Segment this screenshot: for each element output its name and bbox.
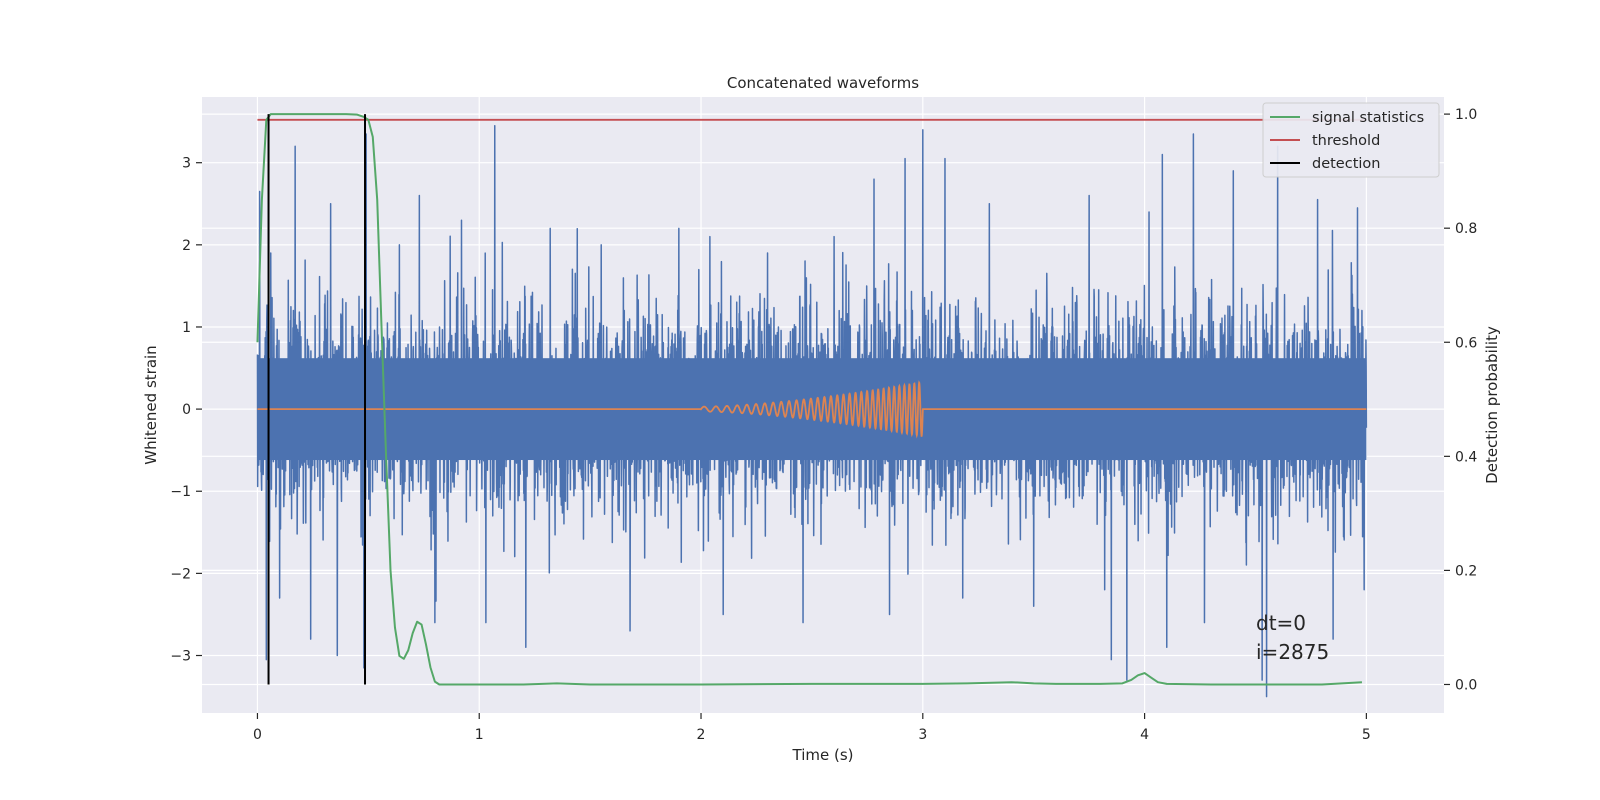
annotation-dt: dt=0 [1256,611,1306,635]
legend-label-threshold: threshold [1312,133,1380,149]
y-tick-label: −1 [170,484,191,500]
chirp-series-line [257,380,1367,439]
legend: signal statistics threshold detection [1262,102,1440,178]
legend-frame [1262,102,1440,178]
legend-label-detection: detection [1312,156,1380,172]
y-tick-label: 3 [182,156,191,172]
x-tick-label: 0 [253,727,262,743]
y-tick-label: 0 [182,402,191,418]
series-layer [256,113,1368,698]
y-axis-label: Whitened strain [142,345,160,464]
y2-tick-label: 0.8 [1455,221,1477,237]
x-tick-label: 4 [1140,727,1149,743]
annotation-index: i=2875 [1256,640,1329,664]
y2-tick-label: 0.0 [1455,677,1477,693]
y2-axis-label: Detection probability [1483,326,1501,484]
y2-tick-label: 1.0 [1455,107,1477,123]
y-tick-label: 1 [182,320,191,336]
y2-tick-label: 0.2 [1455,563,1477,579]
x-tick-label: 1 [475,727,484,743]
y-tick-label: −3 [170,649,191,665]
y2-tick-label: 0.4 [1455,449,1477,465]
y-tick-label: 2 [182,238,191,254]
chart-title: Concatenated waveforms [727,74,919,92]
y2-tick-label: 0.6 [1455,335,1477,351]
x-tick-label: 5 [1362,727,1371,743]
x-tick-label: 2 [697,727,706,743]
signal-statistics-line [256,113,1362,686]
legend-label-signal-statistics: signal statistics [1312,110,1424,126]
y-tick-label: −2 [170,566,191,582]
axis-ticks: 0 1 2 3 4 5 −3 −2 −1 0 1 2 3 0.0 0.2 0.4 0.6 0.8 1.0 [170,107,1477,743]
x-tick-label: 3 [918,727,927,743]
x-axis-label: Time (s) [792,746,854,764]
